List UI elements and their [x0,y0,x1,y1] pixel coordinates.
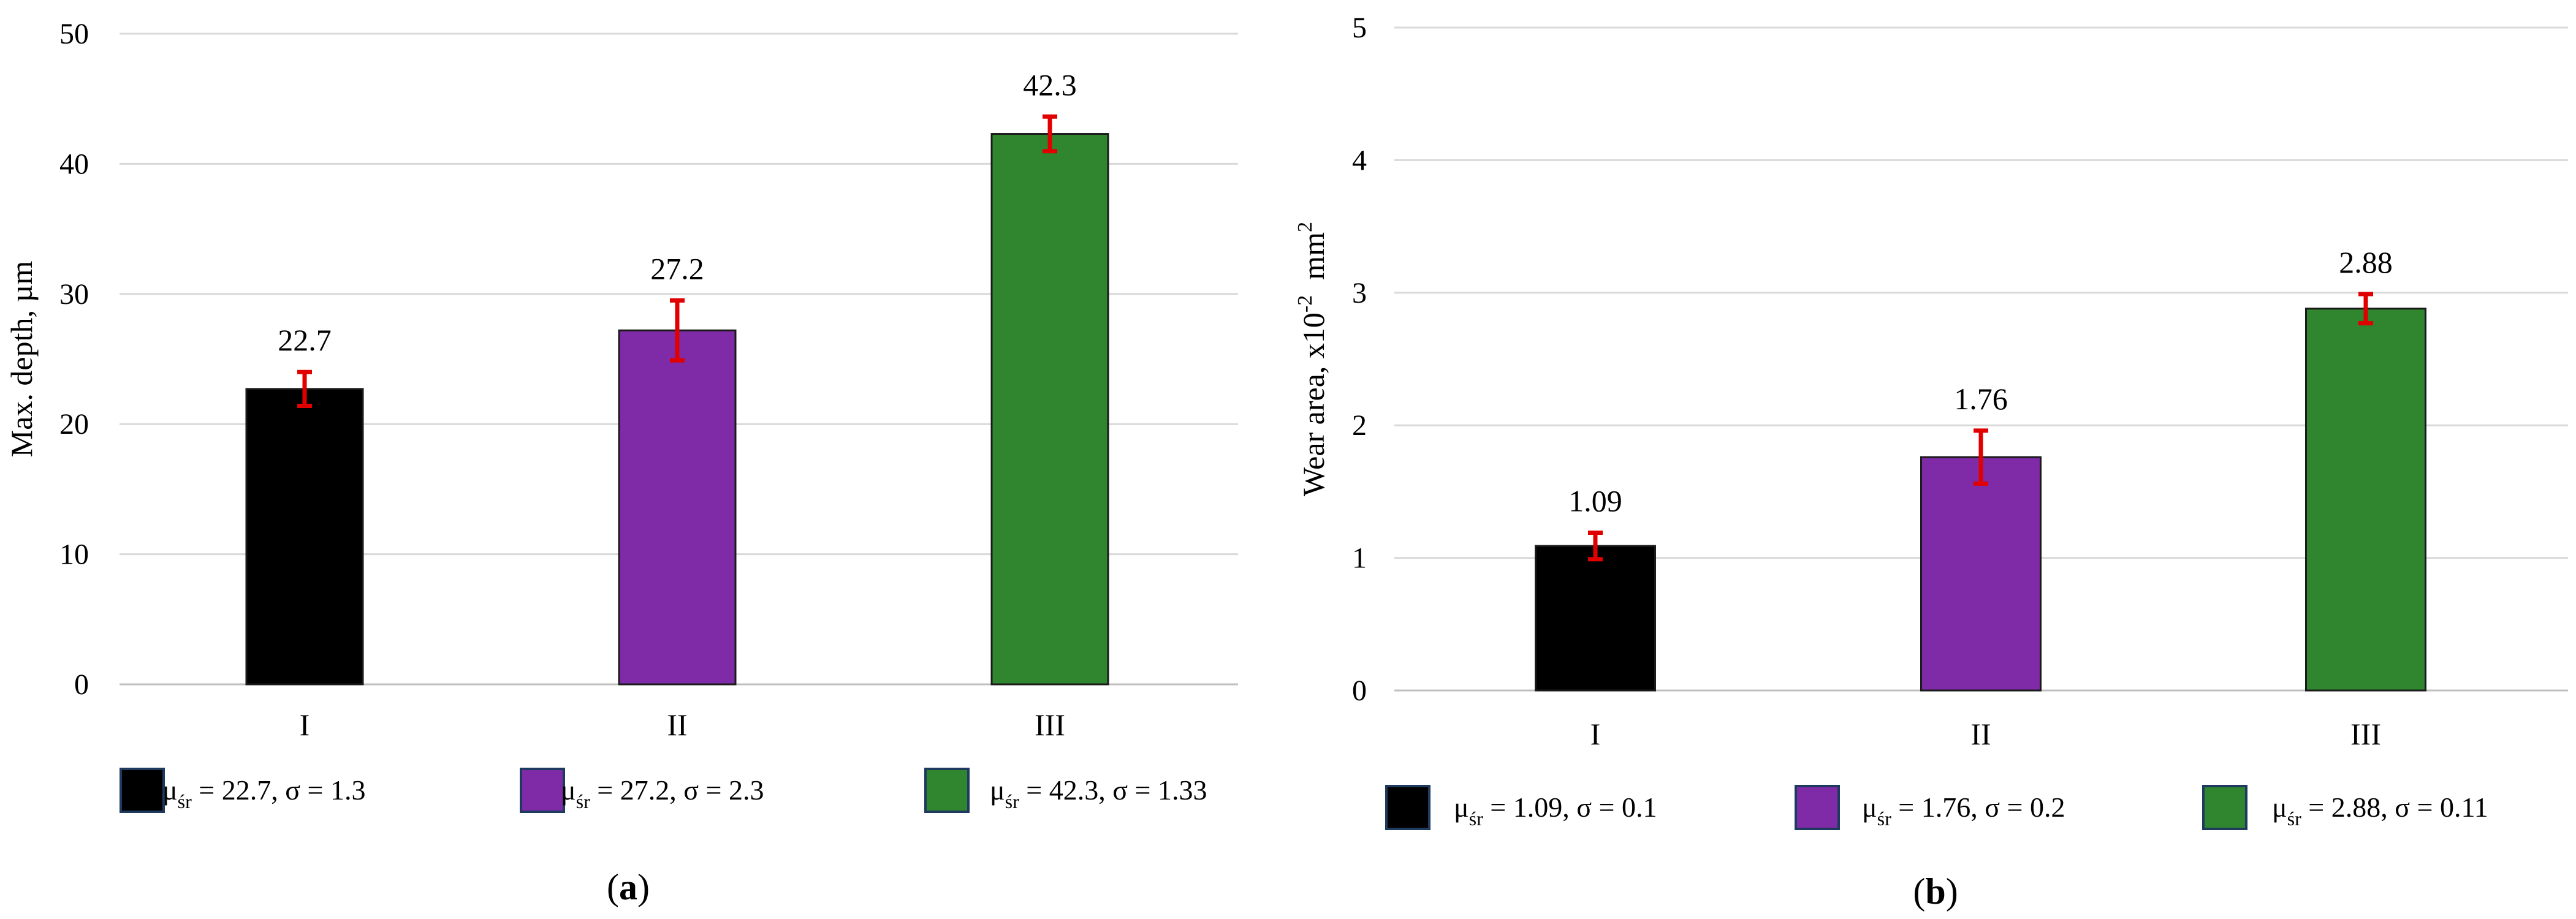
legend-entry: μśr = 22.7, σ = 1.3 [162,774,365,812]
y-tick-label: 30 [59,278,89,311]
error-bar [297,369,312,408]
legend-entry: μśr = 1.09, σ = 0.1 [1454,792,1657,830]
data-label: 27.2 [650,251,704,286]
x-tick-label: III [1035,708,1065,742]
x-tick-label: I [300,708,310,742]
legend-swatch [2202,785,2247,830]
error-bar [1588,530,1603,562]
legend-entry: μśr = 2.88, σ = 0.11 [2272,792,2488,830]
y-tick-label: 0 [1352,675,1367,707]
legend-entry: μśr = 42.3, σ = 1.33 [990,774,1207,812]
x-tick-label: I [1590,717,1601,751]
legend-swatch [1385,785,1430,830]
bar-II [1920,456,2042,692]
panel-label: (a) [607,867,650,907]
y-tick-label: 1 [1352,542,1367,575]
data-label: 2.88 [2339,245,2393,279]
legend: μśr = 1.09, σ = 0.1 μśr = 1.76, σ = 0.2 μś… [1385,785,2488,830]
legend: μśr = 22.7, σ = 1.3 μśr = 27.2, σ = 2.3 μś… [120,768,1207,813]
error-bar [670,298,685,363]
legend-swatch [1795,785,1840,830]
panel-label: (b) [1913,871,1958,912]
bar-I [1535,545,1656,692]
x-tick-label: III [2350,717,2381,751]
y-tick-label: 50 [59,18,89,50]
x-tick-label: II [1970,717,1991,751]
data-label: 1.76 [1954,382,2008,416]
error-bar [1974,428,1988,486]
bar-III [990,133,1109,686]
bar-III [2305,308,2426,692]
y-tick-label: 5 [1352,12,1367,44]
data-label: 1.09 [1568,483,1622,518]
y-tick-label: 10 [59,539,89,571]
legend-entry: μśr = 27.2, σ = 2.3 [561,774,764,812]
legend-entry: μśr = 1.76, σ = 0.2 [1862,792,2065,830]
y-tick-label: 0 [74,668,89,701]
y-tick-label: 4 [1352,144,1367,176]
x-tick-label: II [667,708,687,742]
error-bar [1043,114,1057,154]
y-tick-label: 2 [1352,409,1367,442]
y-tick-label: 3 [1352,277,1367,309]
error-bar [2358,292,2373,326]
data-label: 42.3 [1023,67,1077,102]
y-tick-label: 40 [59,148,89,180]
legend-swatch [924,768,970,813]
bar-I [245,388,364,686]
chart-panel-a: 0 10 20 30 40 50 Max. depth, µm 22.7 I 27.2 II 42.3… [4,18,1238,907]
chart-panel-b: 0 1 2 3 4 5 Wear area, x10-2 mm2 1.09 I 1.76 II 2.8… [1294,12,2568,912]
legend-swatch [520,768,565,813]
bar-II [618,329,737,686]
legend-swatch [120,768,165,813]
y-axis-label: Wear area, x10-2 mm2 [1294,222,1331,496]
y-axis-label: Max. depth, µm [4,261,39,458]
data-label: 22.7 [278,323,332,357]
y-tick-label: 20 [59,408,89,441]
